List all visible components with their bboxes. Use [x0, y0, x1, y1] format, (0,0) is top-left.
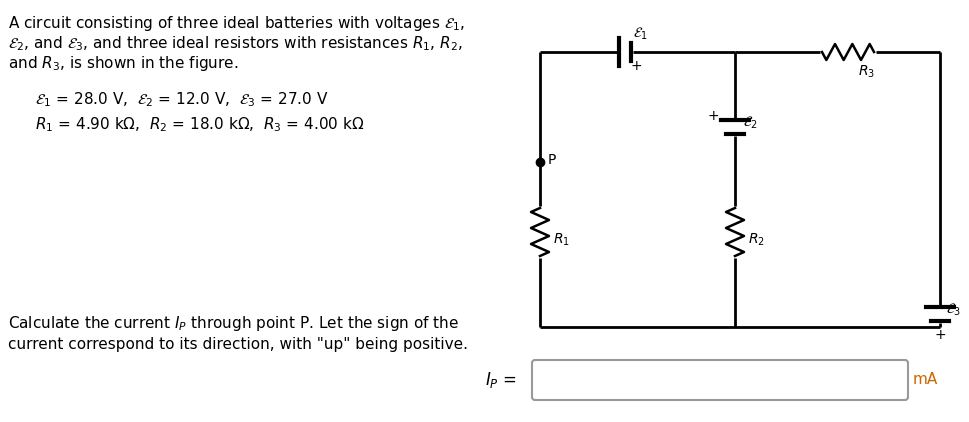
Text: +: + — [706, 109, 718, 123]
Text: P: P — [547, 153, 556, 167]
Text: $\mathcal{E}_1$ = 28.0 V,  $\mathcal{E}_2$ = 12.0 V,  $\mathcal{E}_3$ = 27.0 V: $\mathcal{E}_1$ = 28.0 V, $\mathcal{E}_2… — [35, 90, 328, 109]
Text: $R_2$: $R_2$ — [747, 232, 765, 248]
Text: $I_P$ =: $I_P$ = — [484, 370, 516, 390]
Text: A circuit consisting of three ideal batteries with voltages $\mathcal{E}_1$,: A circuit consisting of three ideal batt… — [8, 14, 465, 33]
Text: +: + — [933, 328, 945, 342]
Text: $\mathcal{E}_2$: $\mathcal{E}_2$ — [742, 115, 757, 131]
Text: mA: mA — [912, 373, 937, 387]
Text: $\mathcal{E}_2$, and $\mathcal{E}_3$, and three ideal resistors with resistances: $\mathcal{E}_2$, and $\mathcal{E}_3$, an… — [8, 34, 462, 53]
Text: +: + — [630, 59, 641, 73]
Text: $\mathcal{E}_1$: $\mathcal{E}_1$ — [633, 26, 647, 42]
Text: $\mathcal{E}_3$: $\mathcal{E}_3$ — [945, 302, 960, 318]
FancyBboxPatch shape — [531, 360, 907, 400]
Text: Calculate the current $I_P$ through point P. Let the sign of the: Calculate the current $I_P$ through poin… — [8, 314, 458, 333]
Text: and $R_3$, is shown in the figure.: and $R_3$, is shown in the figure. — [8, 54, 238, 73]
Text: current correspond to its direction, with "up" being positive.: current correspond to its direction, wit… — [8, 337, 467, 352]
Text: $R_3$: $R_3$ — [858, 64, 874, 80]
Text: $R_1$: $R_1$ — [552, 232, 570, 248]
Text: $R_1$ = 4.90 k$\Omega$,  $R_2$ = 18.0 k$\Omega$,  $R_3$ = 4.00 k$\Omega$: $R_1$ = 4.90 k$\Omega$, $R_2$ = 18.0 k$\… — [35, 115, 364, 134]
